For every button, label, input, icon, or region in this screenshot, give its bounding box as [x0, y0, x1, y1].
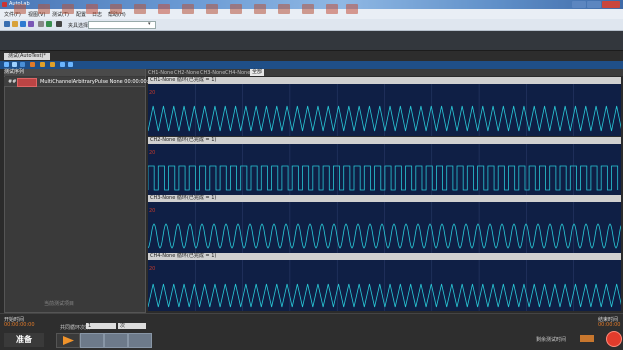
row-index: ## — [8, 79, 17, 85]
column-header: 测试序列 — [4, 69, 145, 76]
instrument-icon-12[interactable] — [278, 4, 290, 14]
edit-icon[interactable] — [28, 21, 34, 27]
channel-panel-4: CH4-None 循环(已完成 = 1) 20 — [147, 253, 623, 311]
tab-ch4[interactable]: CH4-None — [225, 70, 251, 76]
menu-file[interactable]: 文件(F) — [4, 12, 21, 18]
test-sequence-panel — [4, 69, 146, 313]
y-axis-label: 20 — [149, 266, 156, 272]
sub-toolbar — [0, 61, 623, 69]
y-axis-label: 20 — [149, 90, 156, 96]
fixture-select[interactable] — [88, 21, 156, 29]
start-time-label: 开始时间 — [4, 317, 25, 323]
play-button[interactable] — [56, 333, 80, 348]
channel-header: CH2-None 循环(已完成 = 1) — [148, 137, 621, 144]
tab-ch2[interactable]: CH2-None — [174, 70, 200, 76]
move-up-icon[interactable] — [40, 62, 45, 67]
row-status-badge — [17, 78, 37, 87]
instrument-icon-7[interactable] — [158, 4, 170, 14]
delete-icon[interactable] — [30, 62, 35, 67]
play-icon — [63, 336, 74, 345]
move-down-icon[interactable] — [50, 62, 55, 67]
step-button[interactable] — [104, 333, 128, 348]
tab-ch1[interactable]: CH1-None — [148, 70, 174, 76]
open-icon[interactable] — [12, 21, 18, 27]
stop-sequence-button[interactable] — [128, 333, 152, 348]
menu-help[interactable]: 帮助(H) — [108, 12, 126, 18]
end-time-label: 结束时间 — [598, 317, 619, 323]
channel-plot[interactable]: 20 — [147, 84, 623, 136]
tab-strip — [0, 51, 623, 61]
copy-icon[interactable] — [12, 62, 17, 67]
instrument-icon-10[interactable] — [230, 4, 242, 14]
tab-autotest[interactable]: 测试(AutoTest)* — [4, 53, 50, 60]
instrument-icon-6[interactable] — [134, 4, 146, 14]
channel-plot[interactable]: 20 — [147, 202, 622, 253]
channel-panel-2: CH2-None 循环(已完成 = 1) 20 — [147, 137, 621, 195]
tab-all[interactable]: 全部 — [250, 69, 265, 76]
unit-select[interactable]: 次 — [118, 323, 146, 329]
app-icon — [2, 2, 7, 7]
new-icon[interactable] — [4, 21, 10, 27]
instrument-icon-13[interactable] — [302, 4, 314, 14]
dropdown-icon[interactable] — [56, 21, 62, 27]
chevron-down-icon[interactable]: ▾ — [148, 21, 151, 27]
instrument-icon-5[interactable] — [110, 4, 122, 14]
waveform-plot — [147, 260, 623, 311]
instrument-icon-2[interactable] — [38, 4, 50, 14]
waveform-plot — [147, 202, 622, 253]
channel-panel-3: CH3-None 循环(已完成 = 1) 20 — [147, 195, 622, 253]
pause-button[interactable] — [80, 333, 104, 348]
y-axis-label: 20 — [149, 150, 156, 156]
row-test-name: MultiChannelArbitraryPulse None 00:00:00… — [40, 79, 155, 85]
instrument-icon-8[interactable] — [182, 4, 194, 14]
tab-ch3[interactable]: CH3-None — [200, 70, 226, 76]
arrow-left-icon[interactable] — [60, 62, 65, 67]
instrument-icon-4[interactable] — [86, 4, 98, 14]
instrument-icon-15[interactable] — [346, 4, 358, 14]
channel-header: CH1-None 循环(已完成 = 1) — [148, 77, 621, 84]
y-axis-label: 20 — [149, 208, 156, 214]
instrument-toolbar — [0, 31, 623, 51]
end-time-value: 00:00:00 — [598, 322, 621, 328]
save-icon[interactable] — [20, 62, 25, 67]
menu-log[interactable]: 日志 — [92, 12, 103, 18]
remaining-time-label: 剩余测试时间 — [536, 337, 567, 343]
waveform-plot — [147, 84, 623, 136]
instrument-icon-9[interactable] — [206, 4, 218, 14]
channel-header: CH4-None 循环(已完成 = 1) — [148, 253, 621, 260]
channel-panel-1: CH1-None 循环(已完成 = 1) 20 — [147, 77, 623, 136]
remaining-time-value — [580, 335, 594, 342]
ready-status: 准备 — [4, 333, 44, 347]
channel-header: CH3-None 循环(已完成 = 1) — [148, 195, 621, 202]
add-icon[interactable] — [4, 62, 9, 67]
emergency-stop-button[interactable] — [606, 331, 622, 347]
save-icon[interactable] — [20, 21, 26, 27]
run-icon[interactable] — [46, 21, 52, 27]
table-row[interactable] — [4, 77, 145, 87]
settings-icon[interactable] — [38, 21, 44, 27]
instrument-icon-1[interactable] — [14, 4, 26, 14]
current-test-button[interactable]: 当前测试项目 — [44, 301, 75, 307]
close-button[interactable] — [602, 1, 620, 8]
maximize-button[interactable] — [587, 1, 601, 8]
menu-test[interactable]: 测试(T) — [52, 12, 69, 18]
channel-plot[interactable]: 20 — [147, 260, 623, 311]
channel-tab-bar — [146, 69, 623, 76]
start-time-value: 00:00:00:00 — [4, 322, 35, 328]
instrument-icon-11[interactable] — [254, 4, 266, 14]
fixture-label: 夹具选择 — [68, 23, 89, 29]
menu-config[interactable]: 配置 — [76, 12, 87, 18]
menu-view[interactable]: 视图(V) — [28, 12, 46, 18]
arrow-right-icon[interactable] — [68, 62, 73, 67]
channel-plot[interactable]: 20 — [147, 144, 621, 195]
waveform-plot — [147, 144, 619, 195]
loop-count-label: 共同循环次数 — [60, 325, 91, 331]
instrument-icon-14[interactable] — [326, 4, 338, 14]
loop-count-input[interactable]: 1 — [86, 323, 116, 329]
minimize-button[interactable] — [572, 1, 586, 8]
instrument-icon-3[interactable] — [62, 4, 74, 14]
